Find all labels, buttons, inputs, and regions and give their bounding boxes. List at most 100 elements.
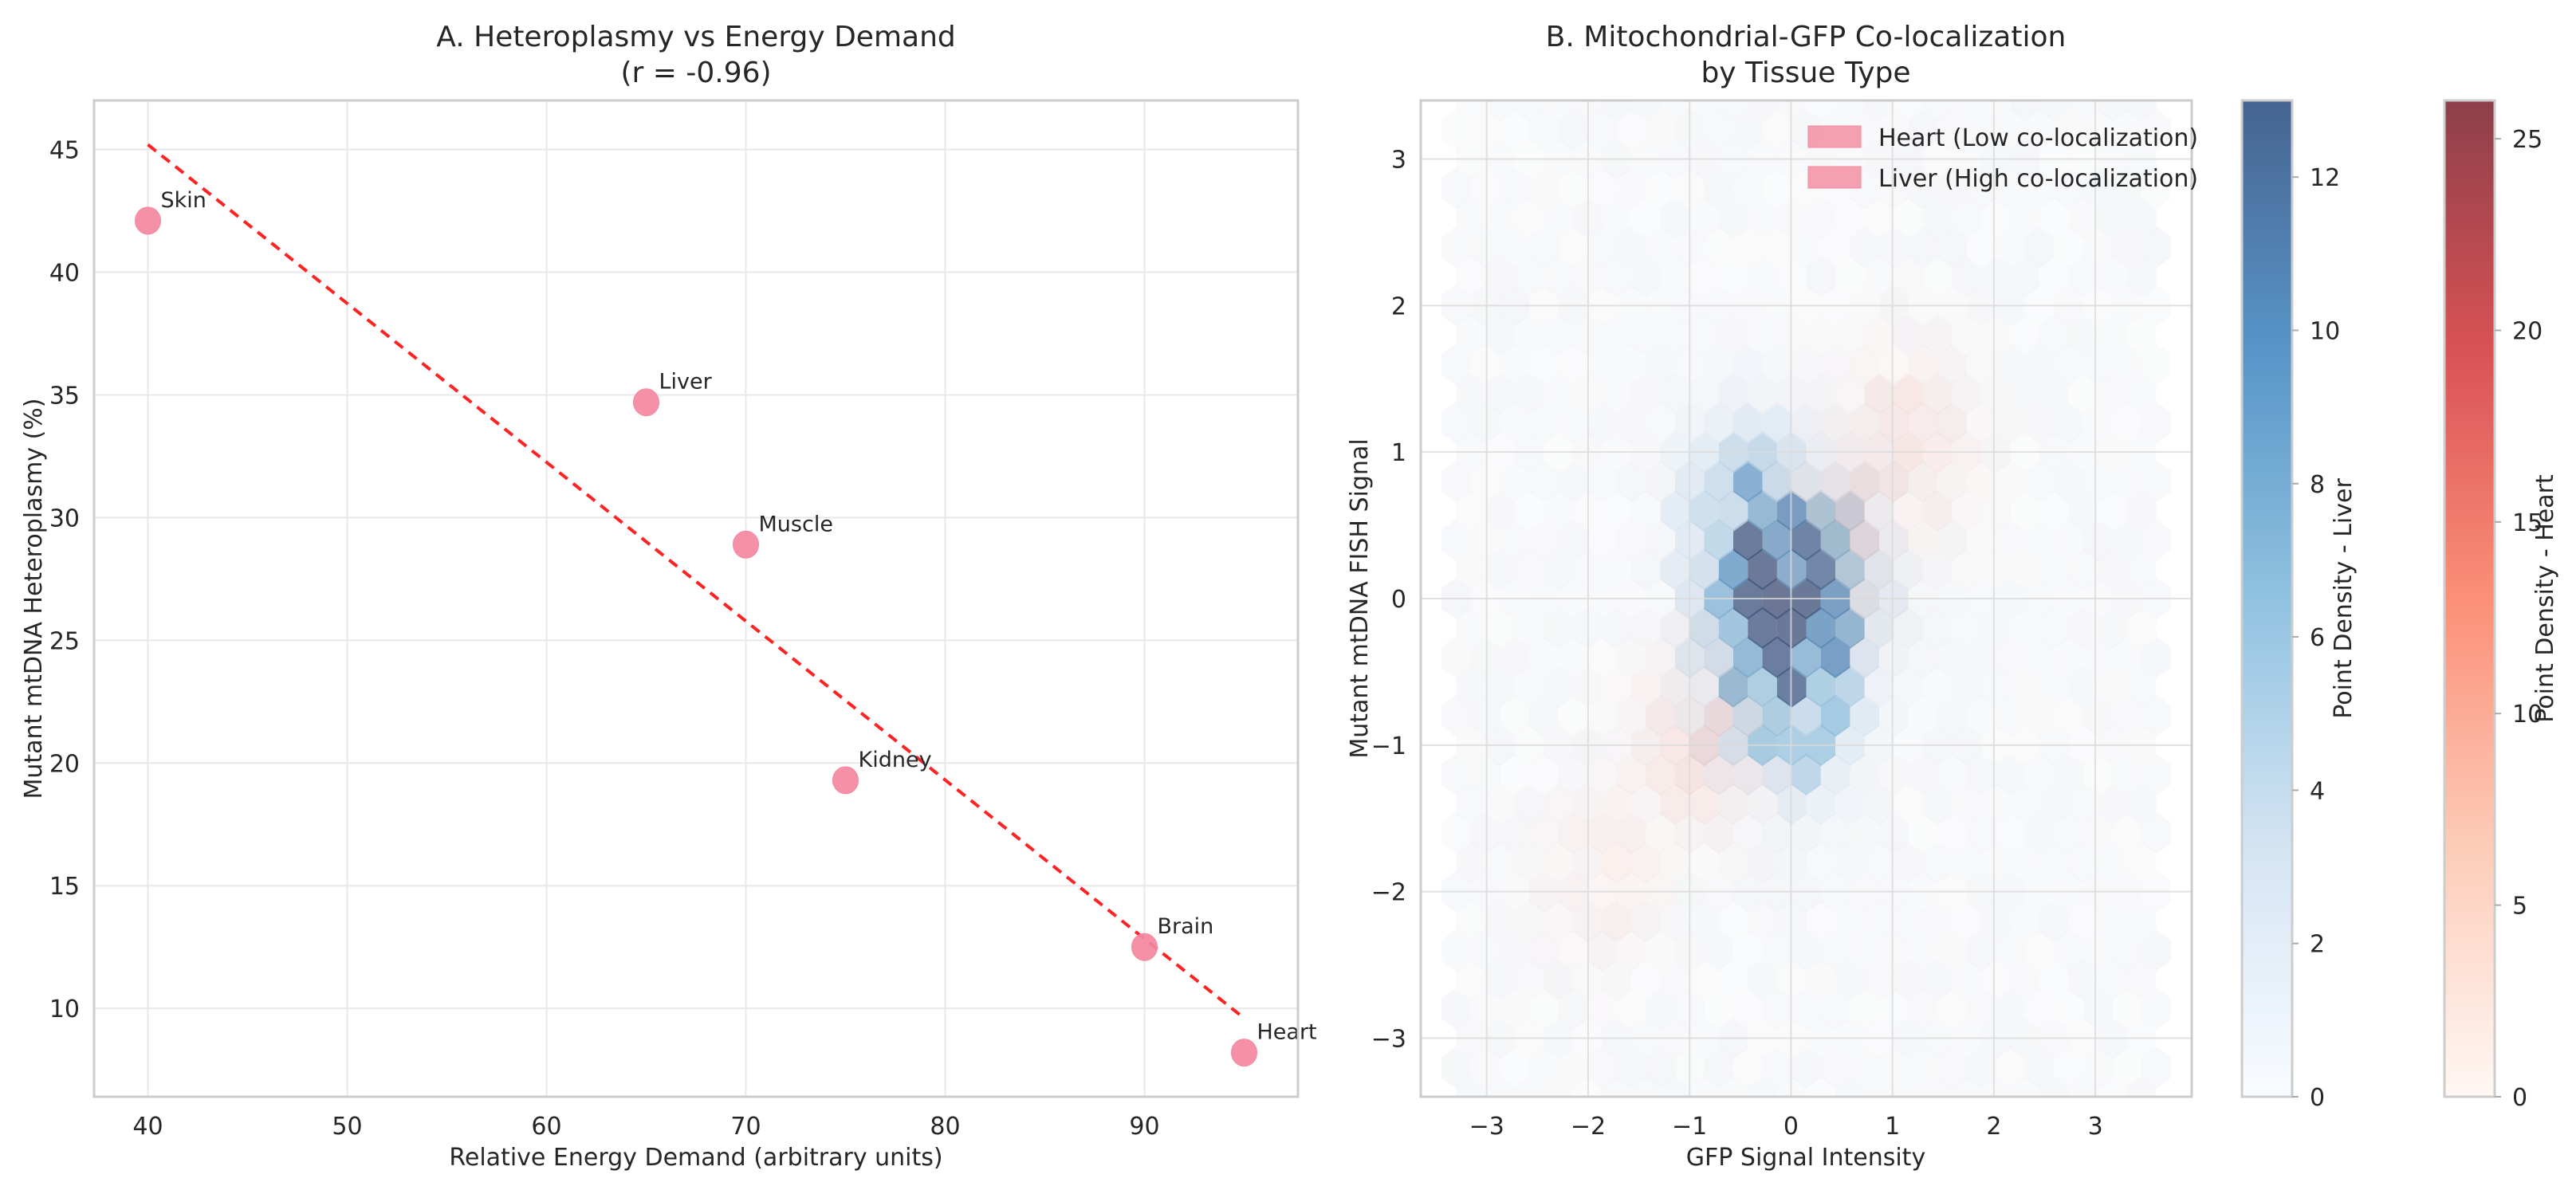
panel-b-hexbin-liver (1937, 460, 1967, 503)
panel-b-hexbin-liver (1937, 811, 1967, 854)
panel-b-title-line2: by Tissue Type (1701, 57, 1910, 89)
panel-b-hexbin-liver (1908, 460, 1938, 503)
colorbar-heart-gradient (2444, 100, 2495, 1097)
panel-b-hexbin-liver (1937, 226, 1967, 269)
panel-a-point-label: Kidney (859, 748, 932, 772)
panel-a-point-label: Liver (659, 370, 713, 395)
panel-b-hexbin-liver (1966, 519, 1996, 561)
panel-b-hexbin-liver (1631, 958, 1661, 1001)
panel-b-hexbin-liver (2083, 226, 2113, 269)
panel-a-point-label: Muscle (759, 512, 833, 536)
panel-b-hexbin-liver (1500, 636, 1529, 678)
panel-b-hexbin-liver (1718, 666, 1748, 708)
panel-b-hexbin-liver (1908, 402, 1938, 444)
panel-b-hexbin-liver (1544, 196, 1573, 239)
panel-b-hexbin-liver (1762, 226, 1792, 269)
panel-b-hexbin-liver (2098, 783, 2127, 825)
panel-b-hexbin-liver (1500, 988, 1529, 1030)
panel-b-hexbin-liver (1529, 108, 1559, 151)
panel-b-hexbin-liver (2010, 255, 2040, 297)
panel-b-hexbin-liver (1733, 1046, 1763, 1089)
panel-b-hexbin-liver (1850, 1046, 1879, 1089)
panel-b-hexbin-liver (1894, 100, 1923, 122)
panel-b-hexbin-liver (1514, 783, 1544, 825)
panel-b-hexbin-liver (1485, 196, 1515, 239)
panel-b-hexbin-liver (1762, 988, 1792, 1030)
panel-b-hexbin-liver (1894, 900, 1923, 942)
panel-a-ylabel: Mutant mtDNA Heteroplasmy (%) (20, 398, 48, 799)
panel-b-hexbin-liver (2083, 460, 2113, 503)
panel-b-hexbin-liver (2098, 958, 2127, 1001)
panel-b-hexbin-liver (1514, 489, 1544, 532)
panel-b-hexbin-liver (1820, 694, 1850, 737)
panel-b-hexbin-liver (1952, 196, 1981, 239)
panel-b-hexbin-liver (1996, 460, 2025, 503)
panel-b-hexbin-liver (2083, 988, 2113, 1030)
panel-b-hexbin-liver (2112, 402, 2142, 444)
panel-b-hexbin-liver (1864, 100, 1894, 122)
panel-b-hexbin-liver (2112, 811, 2142, 854)
panel-b-hexbin-liver (1544, 255, 1573, 297)
panel-b-hexbin-liver (1966, 460, 1996, 503)
panel-b-legend: Heart (Low co-localization) Liver (High … (1807, 124, 2198, 193)
panel-a-point-liver (633, 388, 659, 417)
panel-b-hexbin-liver (1704, 811, 1733, 854)
panel-b-hexbin-liver (1908, 753, 1938, 795)
panel-b-hexbin-liver (1952, 548, 1981, 591)
panel-b-hexbin-liver (1544, 783, 1573, 825)
panel-b-hexbin-liver (1762, 1046, 1792, 1089)
panel-a-xtick-label: 70 (730, 1113, 761, 1141)
panel-b-hexbin-liver (1470, 343, 1500, 386)
panel-b-hexbin-liver (1922, 489, 1953, 532)
panel-b-hexbin-liver (2141, 1046, 2171, 1089)
panel-b-hexbin-liver (1689, 313, 1719, 356)
colorbar-tick-label: 10 (2310, 317, 2340, 345)
panel-b-hexbin-liver (1500, 460, 1529, 503)
panel-b-hexbin-liver (1441, 1046, 1471, 1089)
panel-b-hexbin-liver (1470, 694, 1500, 737)
panel-b-hexbin-liver (1864, 489, 1894, 532)
panel-b-hexbin-liver (2126, 489, 2157, 532)
panel-b-hexbin-liver (2083, 402, 2113, 444)
panel-b-hexbin-liver (1733, 167, 1763, 210)
panel-b-hexbin-liver (1587, 108, 1617, 151)
panel-b-hexbin-liver (1544, 313, 1573, 356)
panel-b-hexbin-liver (2112, 694, 2142, 737)
panel-b-hexbin-liver (1791, 753, 1821, 795)
panel-b-hexbin-liver (2010, 607, 2040, 650)
panel-b-hexbin-liver (1922, 607, 1953, 650)
panel-b-hexbin-liver (1704, 694, 1733, 737)
panel-b-hexbin-liver (2126, 313, 2157, 356)
panel-b-hexbin-liver (1470, 929, 1500, 972)
panel-b-hexbin-liver (1879, 108, 1909, 151)
panel-b-hexbin-liver (1544, 489, 1573, 532)
panel-a-points (135, 206, 1257, 1067)
panel-b-hexbin-liver (1631, 313, 1661, 356)
panel-b-hexbin-liver (1485, 607, 1515, 650)
panel-b-hexbin-liver (2039, 313, 2069, 356)
panel-b-hexbin-liver (1689, 372, 1719, 414)
panel-b-hexbin-liver (1835, 958, 1865, 1001)
panel-b-hexbin-liver (1922, 255, 1953, 297)
panel-b-hexbin-liver (1544, 841, 1573, 884)
panel-b-hexbin-liver (1660, 313, 1690, 356)
panel-b-hexbin-liver (1820, 460, 1850, 503)
panel-b-hexbin-liver (1937, 402, 1967, 444)
panel-b-hexbin-liver (1835, 783, 1865, 825)
panel-b-hexbin-liver (1762, 402, 1792, 444)
colorbar-tick-label: 4 (2310, 777, 2325, 805)
panel-b-hexbin-liver (1704, 988, 1733, 1030)
panel-b-hexbin-liver (1908, 343, 1938, 386)
panel-b-hexbin-liver (2083, 929, 2113, 972)
panel-b-hexbin-liver (2010, 489, 2040, 532)
panel-b-hexbin-liver (1631, 783, 1661, 825)
panel-b-hexbin-liver (1500, 343, 1529, 386)
panel-b-hexbin-liver (1558, 460, 1588, 503)
panel-b-hexbin-liver (1660, 958, 1690, 1001)
panel-b-hexbin-liver (2141, 402, 2171, 444)
panel-b-hexbin-liver (2098, 313, 2127, 356)
panel-a-frame (92, 99, 1300, 1098)
panel-b-hexbin-liver (2010, 666, 2040, 708)
panel-b-hexbin-liver (1981, 900, 2011, 942)
panel-b-hexbin-liver (1470, 402, 1500, 444)
